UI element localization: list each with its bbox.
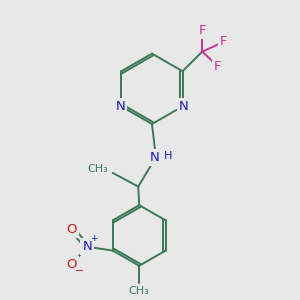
Text: N: N [82,240,92,253]
Text: N: N [150,151,160,164]
Text: N: N [179,100,188,113]
Text: N: N [116,100,125,113]
Text: O: O [66,223,77,236]
Text: −: − [75,266,84,276]
Text: F: F [214,60,222,73]
Text: F: F [220,35,227,48]
Text: H: H [164,151,172,161]
Text: F: F [198,24,206,37]
Text: CH₃: CH₃ [129,286,150,296]
Text: O: O [66,258,77,271]
Text: CH₃: CH₃ [87,164,108,174]
Text: +: + [91,234,98,243]
